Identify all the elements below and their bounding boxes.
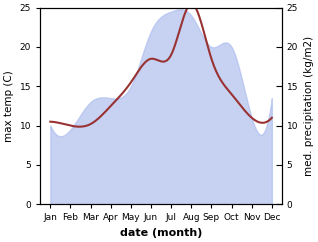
Y-axis label: med. precipitation (kg/m2): med. precipitation (kg/m2) — [304, 36, 314, 176]
Y-axis label: max temp (C): max temp (C) — [4, 70, 14, 142]
X-axis label: date (month): date (month) — [120, 228, 202, 238]
